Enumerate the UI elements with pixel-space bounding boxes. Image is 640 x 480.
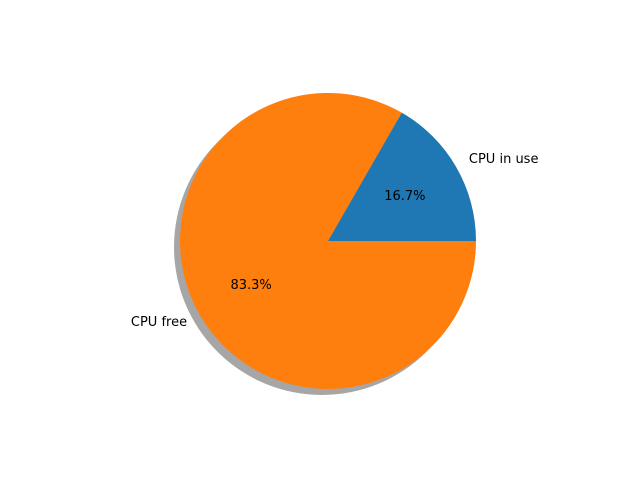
pie-labels: CPU in use 16.7% CPU free 83.3% bbox=[131, 152, 539, 330]
category-label: CPU free bbox=[131, 315, 187, 330]
percent-label: 16.7% bbox=[384, 189, 425, 204]
pie-slice-cpu-in-use bbox=[328, 112, 476, 241]
percent-label: 83.3% bbox=[230, 278, 271, 293]
pie-slice-cpu-free bbox=[179, 93, 476, 390]
category-label: CPU in use bbox=[469, 152, 539, 167]
pie-slices bbox=[179, 93, 476, 390]
